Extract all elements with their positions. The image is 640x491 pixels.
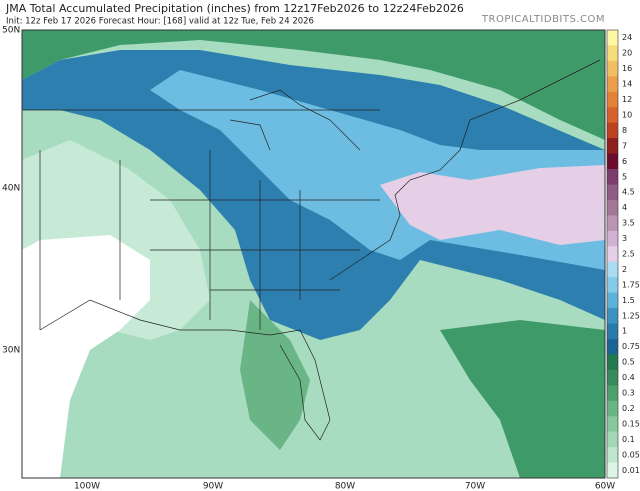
colorbar-swatch [607,385,618,402]
colorbar-swatch [607,292,618,309]
title: JMA Total Accumulated Precipitation (inc… [5,2,464,15]
colorbar-swatch [607,169,618,185]
shade-pink [380,165,605,245]
colorbar-swatch [607,416,618,433]
colorbar-label: 14 [622,80,632,89]
state-borders [22,109,380,330]
colorbar-swatch [607,261,618,278]
colorbar-label: 6 [622,157,627,166]
colorbar-swatch [607,199,618,216]
lon-label: 60W [595,482,615,491]
colorbar-label: 20 [622,49,632,58]
lon-label: 90W [203,482,223,491]
colorbar-label: 0.05 [622,450,640,459]
colorbar-label: 0.3 [622,389,635,398]
subtitle: Init: 12z Feb 17 2026 Forecast Hour: [16… [6,17,314,27]
shade-dark-south [440,320,605,478]
colorbar-label: 0.5 [622,358,635,367]
colorbar-swatch [607,308,618,325]
colorbar-label: 10 [622,110,632,119]
coastline [39,59,601,441]
lat-label: 40N [2,184,20,194]
colorbar-label: 0.4 [622,373,635,382]
lon-label: 70W [465,482,485,491]
colorbar-swatch [607,447,618,464]
colorbar-label: 4 [622,203,627,212]
colorbar-swatch [607,60,618,77]
colorbar-label: 4.5 [622,188,635,197]
colorbar-label: 2 [622,265,627,274]
colorbar-swatch [607,431,618,448]
colorbar-swatch [607,215,618,232]
colorbar-swatch [607,354,618,371]
colorbar-swatch [607,107,618,124]
colorbar-frame [606,29,619,479]
lat-label: 50N [2,26,20,36]
colorbar-label: 0.15 [622,419,640,428]
colorbar-swatch [607,184,618,201]
colorbar-swatch [607,462,618,479]
colorbar-label: 24 [622,33,632,42]
colorbar-label: 1.25 [622,311,640,320]
colorbar-label: 1.75 [622,280,640,289]
colorbar-swatch [607,45,618,62]
colorbar-swatch [607,122,618,139]
lon-label: 80W [335,482,355,491]
colorbar-label: 0.2 [622,404,635,413]
colorbar: 24 20 16 14 12 10 8 7 6 5 4.5 4 3.5 3 2.5 2 1.75 1.5 1.25 1… [606,29,640,479]
colorbar-label: 5 [622,172,627,181]
lat-label: 30N [2,346,20,356]
colorbar-swatch [607,400,618,417]
colorbar-swatch [607,246,618,263]
watermark: TROPICALTIDBITS.COM [481,14,605,25]
colorbar-label: 3 [622,234,627,243]
great-lakes [229,89,361,151]
colorbar-label: 8 [622,126,627,135]
colorbar-label: 1 [622,327,627,336]
map: 50N 40N 30N 100W 90W 80W 70W 60W [2,26,615,491]
colorbar-swatch [607,338,618,355]
colorbar-swatch [607,76,618,93]
colorbar-swatch [607,277,618,294]
colorbar-label: 1.5 [622,296,635,305]
colorbar-swatch [607,153,618,170]
colorbar-swatch [607,138,618,155]
colorbar-label: 0.1 [622,435,635,444]
colorbar-swatch [607,323,618,340]
shade-none [22,235,150,478]
map-frame [21,29,606,479]
colorbar-label: 16 [622,64,632,73]
colorbar-label: 0.75 [622,342,640,351]
colorbar-swatch [607,91,618,108]
colorbar-swatch [607,230,618,247]
colorbar-swatch [607,30,618,46]
colorbar-label: 2.5 [622,250,635,259]
colorbar-label: 7 [622,141,627,150]
shade-north [22,30,605,140]
lon-label: 100W [74,482,100,491]
colorbar-label: 0.01 [622,466,640,475]
shade-mid-south [240,300,310,450]
colorbar-label: 3.5 [622,219,635,228]
colorbar-swatch [607,369,618,386]
colorbar-label: 12 [622,95,632,104]
